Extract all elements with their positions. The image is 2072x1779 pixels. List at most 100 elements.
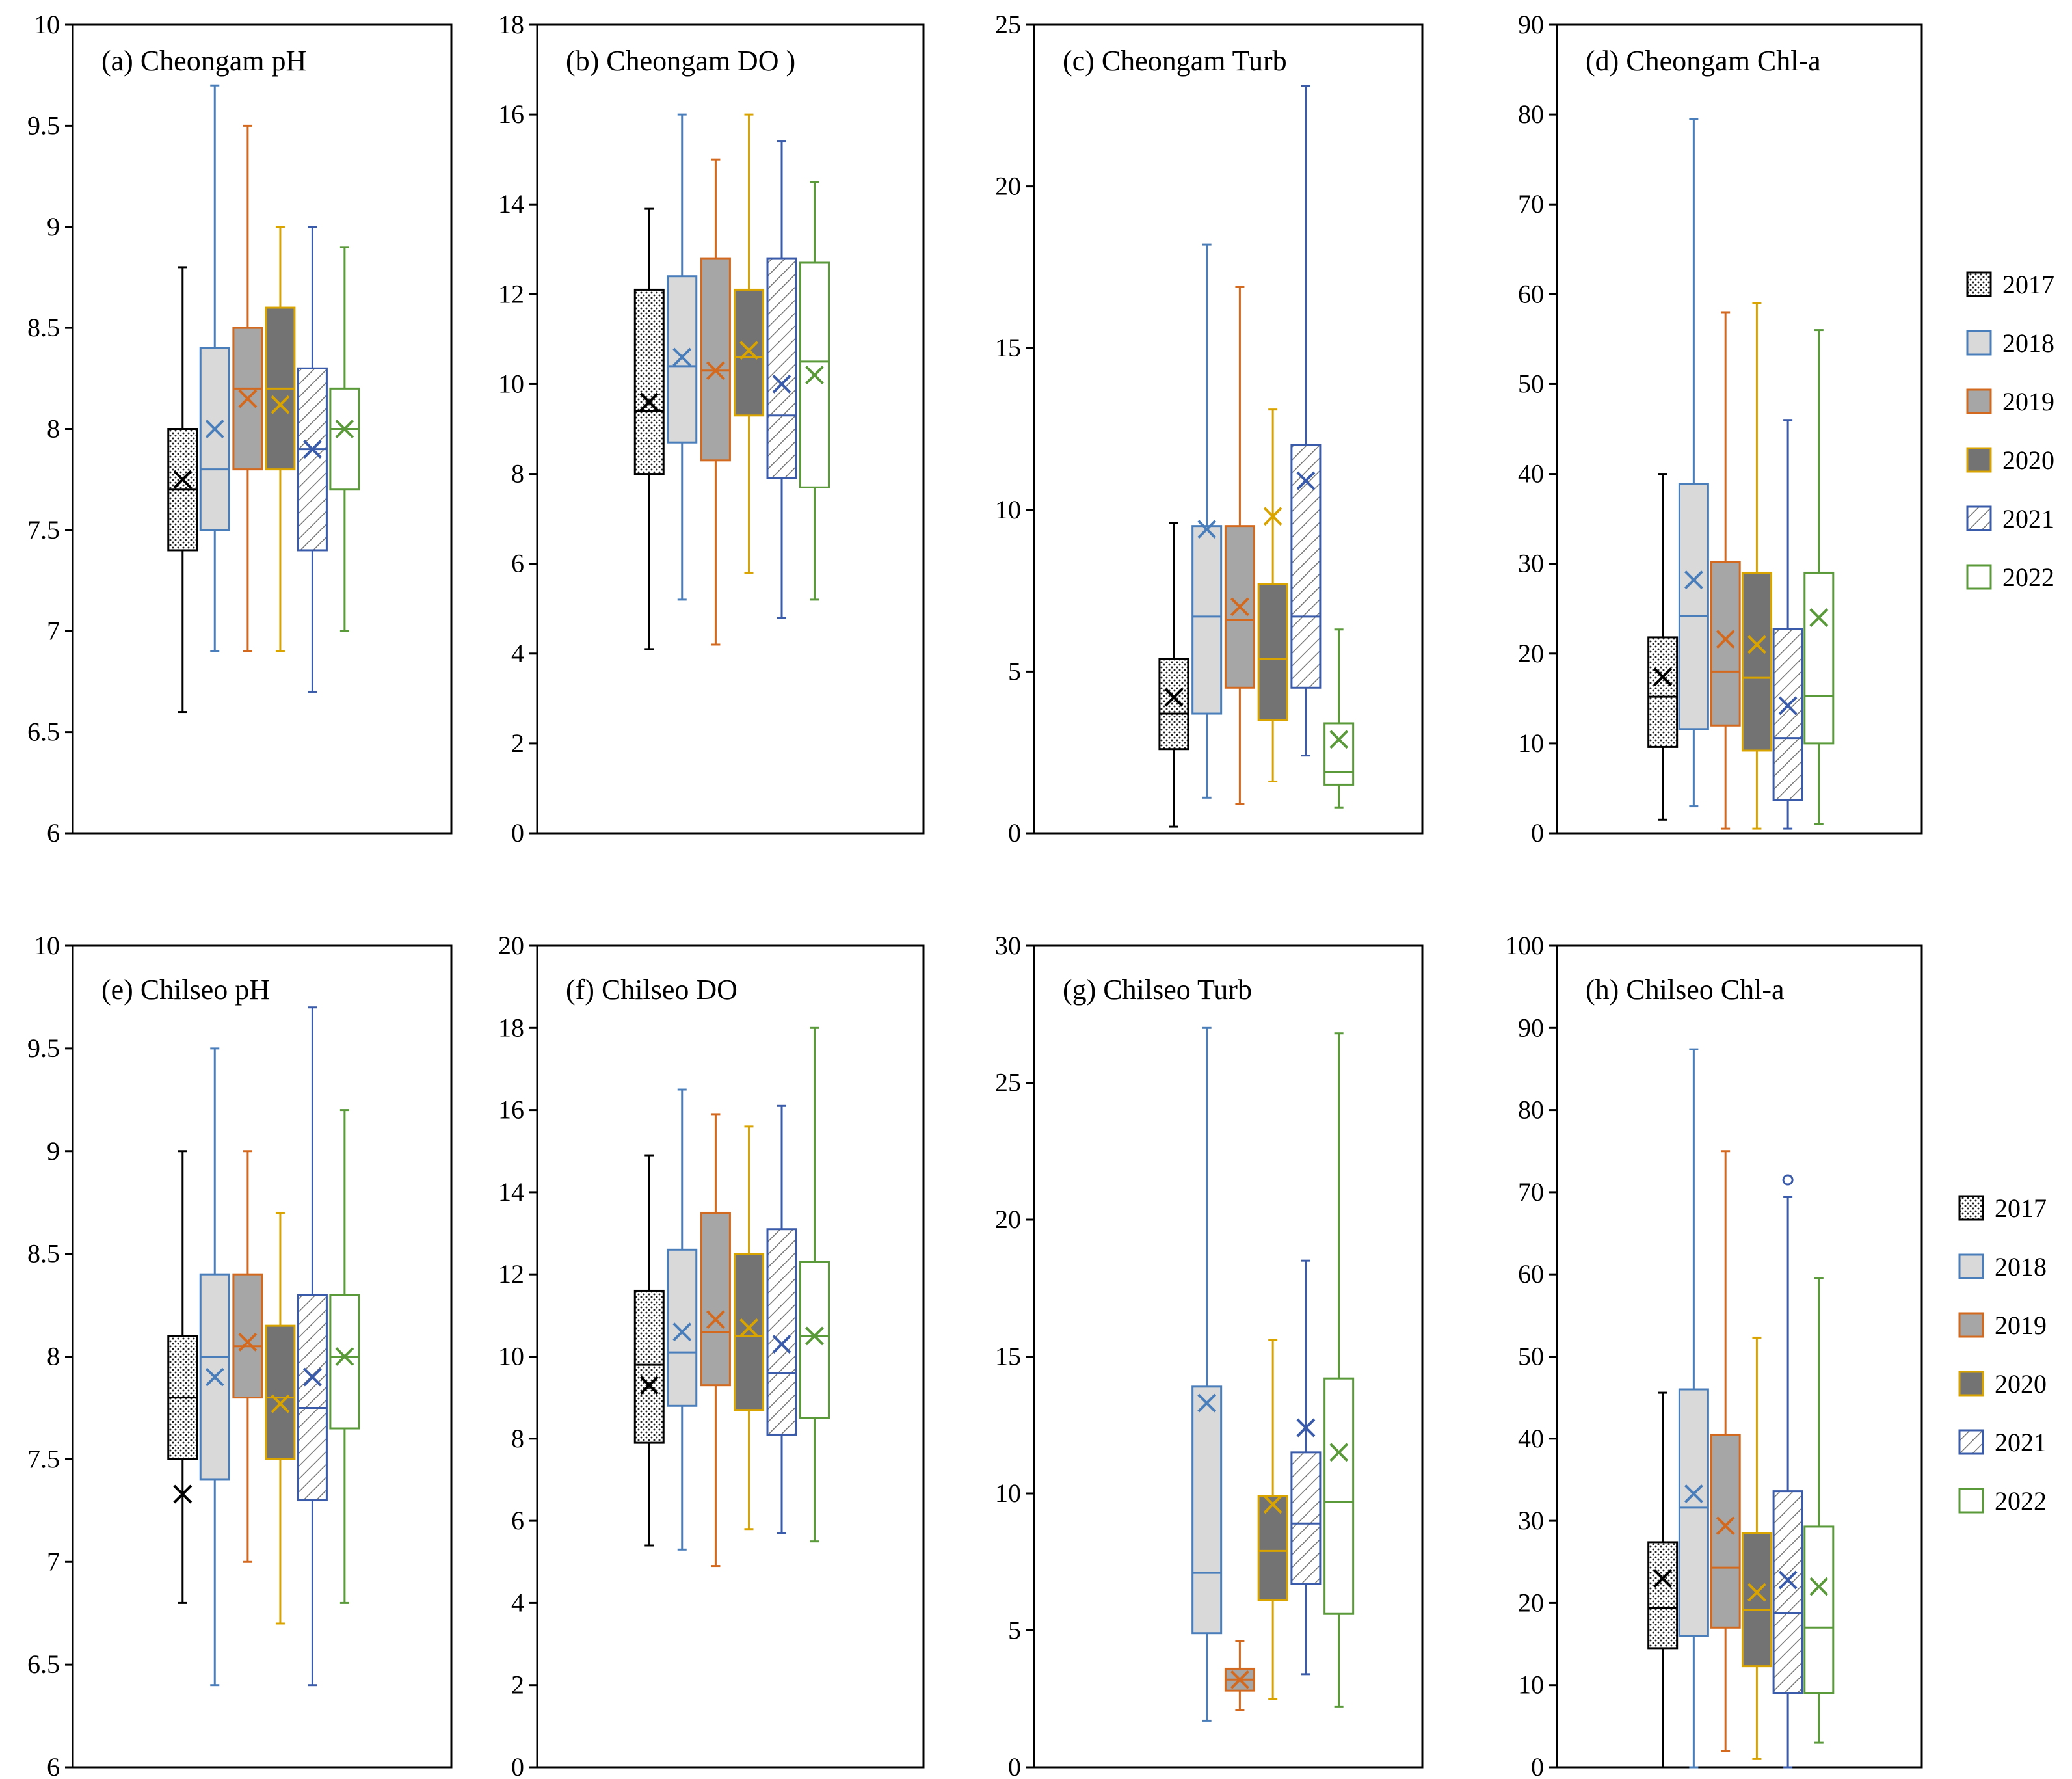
- mean-marker-2017: [639, 392, 659, 412]
- mean-marker-2018: [672, 347, 692, 367]
- box-2019: [232, 124, 263, 652]
- y-tick-label: 16: [498, 1095, 524, 1125]
- y-tick-label: 10: [34, 931, 60, 960]
- box-2019: [232, 1150, 263, 1563]
- box-2018: [1191, 243, 1223, 799]
- y-tick-label: 80: [1518, 1095, 1544, 1125]
- box-2020: [734, 1125, 765, 1531]
- y-tick-label: 0: [1531, 1752, 1544, 1779]
- mean-marker-2021: [772, 375, 791, 394]
- y-tick-label: 18: [498, 1013, 524, 1042]
- box-2020: [734, 113, 765, 574]
- y-tick-label: 100: [1505, 931, 1544, 960]
- mean-marker-2018: [1197, 520, 1217, 539]
- y-tick-label: 9.5: [27, 111, 60, 140]
- y-tick-label: 20: [498, 931, 524, 960]
- iqr-box-2020: [1741, 1532, 1772, 1668]
- mean-marker-2019: [1716, 1516, 1735, 1536]
- plot-frame: [1033, 944, 1424, 1769]
- panel-title: (g) Chilseo Turb: [1063, 974, 1252, 1006]
- iqr-box-2019: [1710, 1433, 1741, 1629]
- y-tick-label: 20: [1518, 639, 1544, 668]
- iqr-box-2020: [734, 1253, 765, 1411]
- y-tick-label: 2: [511, 729, 524, 758]
- iqr-box-2017: [1647, 636, 1679, 748]
- mean-marker-2021: [1778, 696, 1798, 716]
- y-tick-label: 8: [511, 1424, 524, 1453]
- iqr-box-2017: [1158, 658, 1189, 751]
- legend-swatch-2019: [1966, 388, 1992, 414]
- mean-marker-2017: [1653, 1569, 1673, 1588]
- legend-swatch-2021: [1958, 1429, 1984, 1455]
- y-tick-label: 12: [498, 279, 524, 308]
- legend-swatch-2017: [1958, 1195, 1984, 1221]
- y-tick-label: 10: [498, 369, 524, 398]
- box-2017: [167, 266, 198, 714]
- iqr-box-2021: [297, 1294, 328, 1502]
- iqr-box-2021: [297, 367, 328, 552]
- iqr-box-2021: [1290, 1451, 1322, 1585]
- legend-label-2021: 2021: [2002, 504, 2054, 533]
- mean-marker-2018: [205, 420, 224, 438]
- y-tick-label: 4: [511, 1588, 524, 1617]
- y-tick-label: 25: [995, 1068, 1021, 1097]
- iqr-box-2022: [799, 1261, 830, 1419]
- y-tick-label: 6: [511, 549, 524, 578]
- box-2020: [265, 226, 296, 652]
- plot-frame: [1033, 23, 1424, 835]
- iqr-box-2020: [1741, 571, 1772, 752]
- mean-marker-2018: [205, 1367, 224, 1387]
- y-tick-label: 7: [47, 616, 60, 645]
- box-2018: [199, 1047, 230, 1687]
- box-2022: [1803, 329, 1835, 825]
- y-tick-label: 70: [1518, 189, 1544, 219]
- box-2022: [329, 246, 360, 632]
- y-tick-label: 16: [498, 100, 524, 129]
- mean-marker-2022: [335, 420, 354, 438]
- y-tick-label: 20: [995, 172, 1021, 201]
- y-tick-label: 14: [498, 189, 524, 219]
- y-tick-label: 50: [1518, 369, 1544, 398]
- plot-frame: [1556, 23, 1923, 835]
- y-tick-label: 50: [1518, 1342, 1544, 1371]
- box-2021: [1290, 85, 1322, 757]
- y-tick-label: 60: [1518, 1259, 1544, 1289]
- y-tick-label: 70: [1518, 1177, 1544, 1207]
- box-2019: [1224, 286, 1255, 805]
- y-tick-label: 8: [511, 459, 524, 488]
- mean-marker-2022: [1329, 1443, 1349, 1462]
- box-2022: [799, 1026, 830, 1543]
- plot-frame: [536, 23, 925, 835]
- y-tick-label: 9: [47, 212, 60, 241]
- legend-swatch-2017: [1966, 271, 1992, 297]
- iqr-box-2019: [232, 1273, 263, 1399]
- legend-label-2019: 2019: [2002, 387, 2054, 416]
- mean-marker-2019: [706, 1310, 725, 1330]
- y-tick-label: 90: [1518, 10, 1544, 39]
- iqr-box-2021: [1772, 628, 1803, 801]
- mean-marker-2022: [335, 1347, 354, 1366]
- mean-marker-2017: [173, 1484, 193, 1504]
- y-tick-label: 10: [34, 10, 60, 39]
- mean-marker-2020: [1747, 635, 1766, 654]
- mean-marker-2022: [1809, 608, 1829, 627]
- y-tick-label: 8: [47, 414, 60, 444]
- chart-panel-c: 0 5 10 15 20 25 (c) Cheongam Turb: [995, 10, 1424, 848]
- box-2017: [167, 1150, 198, 1604]
- mean-marker-2017: [1164, 688, 1184, 707]
- iqr-box-2022: [1803, 1525, 1835, 1694]
- iqr-box-2022: [1323, 1377, 1355, 1615]
- iqr-box-2017: [1647, 1541, 1679, 1650]
- box-2020: [1257, 1339, 1288, 1700]
- chart-panel-d: 0 10 20 30 40 50 60 70 80 90 (d) Cheongam Chl-a: [1518, 10, 1923, 848]
- box-2021: [297, 1006, 328, 1687]
- y-tick-label: 10: [995, 495, 1021, 524]
- box-2022: [799, 181, 830, 601]
- box-2018: [1678, 118, 1709, 808]
- box-2019: [1710, 1150, 1741, 1752]
- y-tick-label: 40: [1518, 459, 1544, 488]
- box-2020: [1741, 302, 1772, 830]
- chart-panel-f: 0 2 4 6 8 10 12 14 16 18 20 (f) Chilseo DO: [498, 931, 925, 1779]
- mean-marker-2020: [1747, 1583, 1766, 1602]
